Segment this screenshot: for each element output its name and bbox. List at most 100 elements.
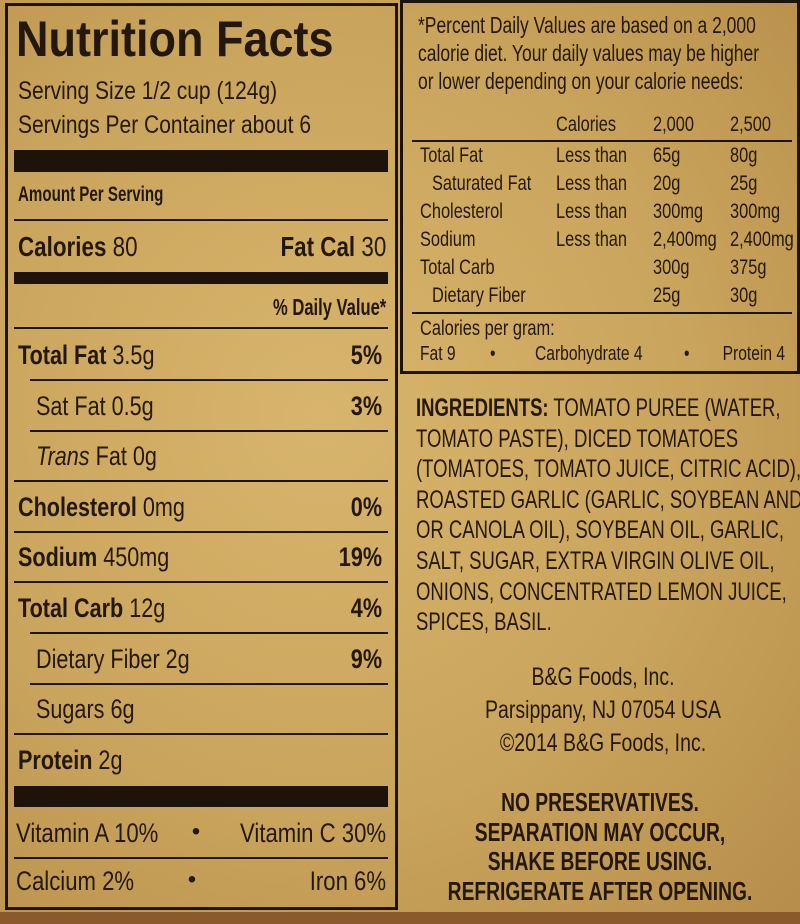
- nutrient: Sodium 450mg: [18, 544, 169, 571]
- rule: [30, 429, 388, 432]
- per-gram: Protein 4: [722, 343, 785, 365]
- table-value: 2,400mg: [653, 228, 717, 251]
- separator: •: [191, 818, 201, 845]
- rule: [14, 581, 388, 584]
- text-part: Protein: [18, 744, 93, 775]
- text-part: 30: [361, 231, 386, 262]
- text-part: Dietary Fiber: [36, 643, 160, 674]
- table-name: Saturated Fat: [432, 172, 532, 195]
- text-part: TOMATO PUREE (WATER,: [553, 394, 781, 422]
- text-part: Sat Fat: [36, 390, 106, 421]
- text-part: 6g: [110, 694, 135, 725]
- ingredients-line: ROASTED GARLIC (GARLIC, SOYBEAN AND: [416, 485, 800, 514]
- notice-line: SHAKE BEFORE USING.: [487, 846, 713, 876]
- table-header: 2,500: [730, 113, 771, 136]
- table-value: 20g: [653, 172, 681, 195]
- text-part: 3.5g: [112, 340, 155, 370]
- daily-value: 19%: [338, 542, 382, 573]
- fat-calories: Fat Cal 30: [280, 233, 386, 261]
- table-header: 2,000: [653, 113, 694, 136]
- table-qualifier: Less than: [556, 144, 628, 167]
- rule: [30, 682, 388, 685]
- ingredients-line: (TOMATOES, TOMATO JUICE, CITRIC ACID),: [416, 455, 800, 484]
- ingredients-line: SALT, SUGAR, EXTRA VIRGIN OLIVE OIL,: [416, 547, 775, 575]
- vitamin: Vitamin C 30%: [239, 818, 386, 848]
- daily-value: 3%: [350, 390, 382, 421]
- rule: [30, 379, 388, 381]
- medium-bar: [14, 272, 388, 284]
- text-part: 0mg: [142, 491, 185, 522]
- daily-value: 5%: [350, 340, 382, 370]
- company-line: Parsippany, NJ 07054 USA: [485, 696, 721, 724]
- rule: [412, 312, 792, 314]
- nutrient: Total Fat 3.5g: [18, 342, 154, 369]
- ingredients-line: SPICES, BASIL.: [416, 608, 552, 637]
- footnote-line: calorie diet. Your daily values may be h…: [418, 40, 760, 66]
- text-part: 450mg: [103, 542, 170, 573]
- vitamin: Calcium 2%: [16, 866, 135, 896]
- separator: •: [187, 866, 197, 893]
- text-part: 0g: [132, 441, 157, 472]
- text-part: Sugars: [36, 694, 105, 725]
- text-part: 2g: [165, 643, 190, 674]
- footnote-line: *Percent Daily Values are based on a 2,0…: [418, 12, 756, 38]
- table-value: 65g: [653, 144, 681, 167]
- table-name: Total Fat: [420, 144, 483, 167]
- vitamin: Vitamin A 10%: [16, 818, 159, 848]
- table-name: Cholesterol: [420, 200, 503, 223]
- calories: Calories 80: [18, 233, 138, 261]
- ingredients-line: OR CANOLA OIL), SOYBEAN OIL, GARLIC,: [416, 516, 785, 545]
- ingredients-line: TOMATO PASTE), DICED TOMATOES: [416, 424, 739, 453]
- nutrient: Total Carb 12g: [18, 595, 165, 622]
- sub-nutrient: Dietary Fiber 2g: [36, 643, 190, 674]
- text-part: 12g: [129, 593, 166, 623]
- notice-line: REFRIGERATE AFTER OPENING.: [447, 875, 753, 906]
- table-value: 80g: [730, 144, 758, 167]
- table-value: 300mg: [730, 200, 781, 223]
- title: Nutrition Facts: [16, 11, 334, 67]
- rule: [14, 530, 388, 533]
- rule: [14, 480, 388, 483]
- table-value: 300g: [653, 256, 690, 279]
- text-part: Cholesterol: [18, 491, 137, 522]
- rule: [14, 857, 388, 859]
- footnote-line: or lower depending on your calorie needs…: [418, 68, 744, 94]
- text-part: Fat: [95, 441, 127, 472]
- notice-line: NO PRESERVATIVES.: [501, 787, 699, 817]
- table-qualifier: Less than: [556, 200, 628, 223]
- thick-bar: [14, 150, 388, 172]
- ingredients-heading: INGREDIENTS:: [416, 394, 549, 422]
- text-part: 2g: [98, 744, 123, 775]
- table-qualifier: Less than: [556, 228, 628, 251]
- sub-nutrient: Trans Fat 0g: [36, 443, 157, 470]
- ingredients-line: INGREDIENTS: TOMATO PUREE (WATER,: [416, 396, 781, 421]
- ingredients-line: ONIONS, CONCENTRATED LEMON JUICE,: [416, 577, 787, 606]
- rule: [14, 327, 388, 329]
- per-gram-title: Calories per gram:: [420, 317, 555, 340]
- daily-value: 9%: [350, 643, 382, 674]
- notice-line: SEPARATION MAY OCCUR,: [474, 816, 726, 847]
- nutrient: Cholesterol 0mg: [18, 491, 185, 522]
- vitamin: Iron 6%: [309, 866, 386, 896]
- servings-per-container: Servings Per Container about 6: [18, 111, 312, 139]
- table-value: 2,400mg: [730, 228, 794, 251]
- table-qualifier: Less than: [556, 172, 628, 195]
- footnote-border: [400, 0, 800, 374]
- sub-nutrient: Sat Fat 0.5g: [36, 390, 154, 421]
- table-name: Total Carb: [420, 256, 495, 279]
- thick-bar: [14, 786, 388, 807]
- nutrient: Protein 2g: [18, 744, 123, 775]
- text-part: 80: [112, 231, 138, 262]
- daily-value: 4%: [350, 593, 382, 623]
- table-name: Dietary Fiber: [432, 284, 526, 307]
- text-part: Total Carb: [18, 593, 124, 623]
- per-gram: Fat 9: [420, 343, 456, 365]
- company-line: ©2014 B&G Foods, Inc.: [499, 729, 707, 757]
- rule: [30, 632, 388, 634]
- box-edge: [0, 912, 800, 924]
- company-line: B&G Foods, Inc.: [531, 663, 675, 691]
- text-part: Fat Cal: [280, 231, 355, 262]
- separator: •: [490, 343, 496, 365]
- rule: [14, 733, 388, 736]
